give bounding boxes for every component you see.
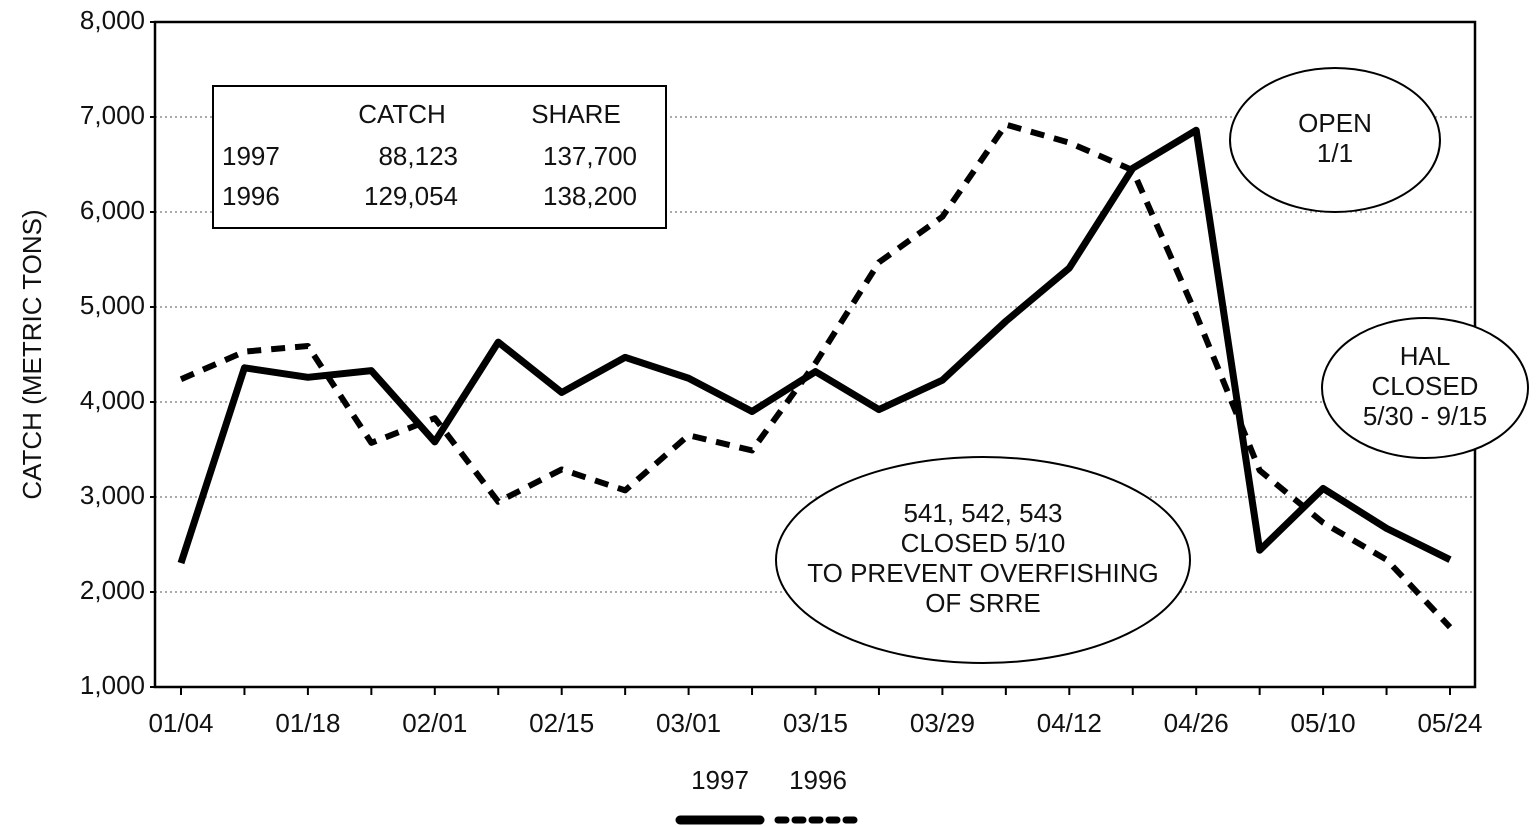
table-cell: 138,200 [543,181,637,211]
y-tick-label: 1,000 [80,670,145,700]
table-cell: 1996 [222,181,280,211]
annotation-ellipse [775,456,1191,664]
table-cell: 88,123 [378,141,458,171]
annotation-ellipse [1321,317,1529,459]
x-tick-label: 02/15 [529,708,594,738]
x-tick-label: 01/04 [148,708,213,738]
x-tick-label: 03/15 [783,708,848,738]
annotation-text: CLOSED 5/10 [901,528,1066,558]
x-tick-label: 03/01 [656,708,721,738]
x-tick-label: 02/01 [402,708,467,738]
annotation-text: 1/1 [1317,138,1353,168]
table-cell: 129,054 [364,181,458,211]
inset-table-box [212,85,667,229]
table-cell: 137,700 [543,141,637,171]
x-tick-label: 04/26 [1164,708,1229,738]
legend-label: 1996 [789,765,847,795]
annotation-text: HAL [1400,341,1451,371]
table-cell: 1997 [222,141,280,171]
y-tick-label: 5,000 [80,290,145,320]
annotation-text: CLOSED [1372,371,1479,401]
y-tick-label: 4,000 [80,385,145,415]
x-tick-label: 05/24 [1417,708,1482,738]
annotation-text: OPEN [1298,108,1372,138]
y-tick-label: 3,000 [80,480,145,510]
annotation-text: OF SRRE [925,588,1041,618]
y-tick-label: 7,000 [80,100,145,130]
table-header: CATCH [358,99,446,129]
y-tick-label: 6,000 [80,195,145,225]
legend-label: 1997 [691,765,749,795]
y-tick-label: 8,000 [80,5,145,35]
annotation-ellipse [1229,67,1441,213]
y-tick-label: 2,000 [80,575,145,605]
annotation-text: 5/30 - 9/15 [1363,401,1487,431]
annotation-text: TO PREVENT OVERFISHING [807,558,1159,588]
x-tick-label: 01/18 [275,708,340,738]
table-header: SHARE [531,99,621,129]
y-axis-label: CATCH (METRIC TONS) [17,209,47,499]
series-line [177,126,1452,565]
x-tick-label: 03/29 [910,708,975,738]
annotation-text: 541, 542, 543 [903,498,1062,528]
series-line [179,121,1453,630]
x-tick-label: 04/12 [1037,708,1102,738]
x-tick-label: 05/10 [1291,708,1356,738]
